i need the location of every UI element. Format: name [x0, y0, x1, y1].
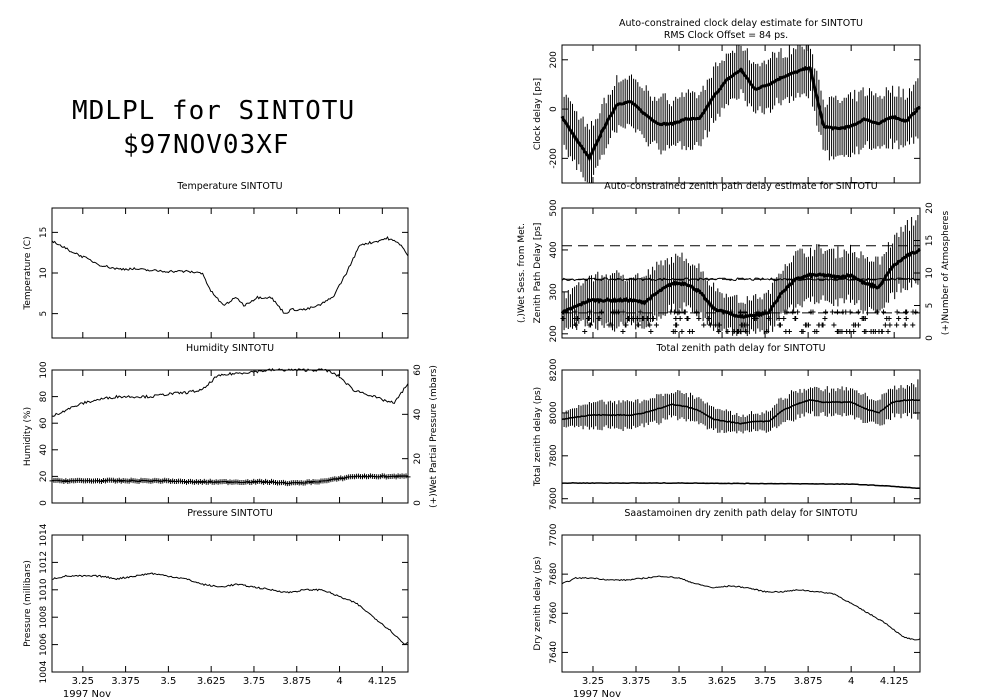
- temp-plot-frame: [51, 207, 409, 339]
- zenith-series-line: [560, 247, 922, 320]
- dry-y-label: Dry zenith delay (ps): [533, 556, 543, 650]
- pressure-y-tick-label: 1010: [39, 578, 49, 601]
- clock-series-line: [560, 65, 921, 162]
- humidity-y-tick-label: 0: [39, 500, 49, 506]
- zenith-y2-tick-label: 15: [925, 235, 935, 246]
- clock-subtitle: RMS Clock Offset = 84 ps.: [664, 30, 788, 41]
- dry-y-tick-label: 7640: [549, 641, 559, 664]
- total-plot-frame: [561, 369, 921, 504]
- humidity-y-tick-label: 60: [39, 417, 49, 429]
- humidity-y2-label: (+)Wet Partial Pressure (mbars): [429, 365, 439, 508]
- total-error-bars: [561, 379, 921, 434]
- pressure-x-tick-label: 3.375: [111, 676, 140, 687]
- dry-x-tick-label: 4.125: [880, 676, 909, 687]
- dry-y-tick-label: 7700: [549, 523, 559, 546]
- dry-x-tick-label: 3.375: [622, 676, 651, 687]
- pressure-y-tick-label: 1004: [39, 660, 49, 683]
- figure-title-line2: $97NOV03XF: [123, 130, 290, 160]
- dry-y-tick-label: 7660: [549, 602, 559, 625]
- zenith-y-tick-label: 500: [549, 199, 559, 216]
- dry-title: Saastamoinen dry zenith path delay for S…: [624, 508, 857, 519]
- humidity-wet-pressure-markers: [49, 473, 411, 487]
- pressure-x-tick-label: 3.5: [160, 676, 176, 687]
- dry-x-tick-label: 4: [848, 676, 854, 687]
- pressure-x-tick-label: 4.125: [368, 676, 397, 687]
- humidity-y-tick-label: 20: [39, 470, 49, 482]
- humidity-y2-tick-label: 40: [413, 408, 423, 420]
- zenith-y2-tick-label: 10: [925, 267, 935, 279]
- total-title: Total zenith path delay for SINTOTU: [655, 343, 825, 354]
- pressure-y-tick-label: 1006: [39, 633, 49, 656]
- total-y-label: Total zenith delay (ps): [533, 387, 543, 487]
- dry-plot-frame: [561, 534, 921, 673]
- clock-y-tick-label: 0: [549, 106, 559, 112]
- humidity-y2-tick-label: 60: [413, 364, 423, 376]
- zenith-y-tick-label: 300: [549, 283, 559, 300]
- total-y-tick-label: 7800: [549, 444, 559, 467]
- humidity-series-line: [51, 367, 409, 417]
- total-y-tick-label: 8200: [549, 358, 559, 381]
- pressure-y-tick-label: 1014: [39, 523, 49, 546]
- pressure-x-tick-label: 3.875: [282, 676, 311, 687]
- pressure-x-tick-label: 3.75: [243, 676, 265, 687]
- pressure-x-tick-label: 3.625: [197, 676, 226, 687]
- temp-y-tick-label: 15: [39, 227, 49, 238]
- total-dry-line: [561, 482, 921, 490]
- zenith-atmosphere-markers: [560, 309, 919, 334]
- temp-title: Temperature SINTOTU: [176, 181, 282, 192]
- humidity-y-label: Humidity (%): [23, 407, 33, 466]
- clock-error-bars: [561, 45, 921, 183]
- zenith-y-tick-label: 400: [549, 241, 559, 258]
- pressure-y-tick-label: 1012: [39, 551, 49, 574]
- humidity-plot-frame: [51, 369, 409, 504]
- dry-x-tick-label: 3.5: [671, 676, 687, 687]
- dry-x-tick-label: 3.875: [794, 676, 823, 687]
- humidity-y2-tick-label: 0: [413, 500, 423, 506]
- humidity-y2-tick-label: 20: [413, 453, 423, 465]
- dry-series-line: [561, 575, 921, 641]
- zenith-y-tick-label: 200: [549, 325, 559, 342]
- temp-y-label: Temperature (C): [23, 236, 33, 310]
- clock-y-label: Clock delay [ps]: [533, 78, 543, 150]
- dry-x-tick-label: 3.75: [754, 676, 776, 687]
- temp-series-line: [51, 235, 409, 314]
- pressure-title: Pressure SINTOTU: [187, 508, 273, 519]
- temp-y-tick-label: 5: [39, 311, 49, 317]
- humidity-title: Humidity SINTOTU: [186, 343, 274, 354]
- dry-date-label: 1997 Nov: [573, 689, 621, 700]
- total-y-tick-label: 8000: [549, 401, 559, 424]
- pressure-plot-frame: [51, 534, 409, 673]
- clock-title: Auto-constrained clock delay estimate fo…: [619, 18, 863, 29]
- pressure-y-tick-label: 1008: [39, 605, 49, 628]
- zenith-y2-tick-label: 5: [925, 303, 935, 309]
- humidity-y-tick-label: 100: [39, 361, 49, 378]
- pressure-series-line: [51, 572, 409, 645]
- total-series-line: [561, 398, 921, 425]
- figure-title-line1: MDLPL for SINTOTU: [72, 96, 356, 126]
- zenith-y2-tick-label: 20: [925, 202, 935, 214]
- pressure-y-label: Pressure (millibars): [23, 560, 33, 647]
- zenith-y-label-2: (,)Wet Sess. from Met.: [517, 223, 527, 323]
- pressure-x-tick-label: 4: [336, 676, 342, 687]
- clock-y-tick-label: -200: [549, 148, 559, 169]
- dry-x-tick-label: 3.625: [708, 676, 737, 687]
- humidity-y-tick-label: 40: [39, 444, 49, 456]
- clock-y-tick-label: 200: [549, 51, 559, 68]
- total-y-tick-label: 7600: [549, 487, 559, 510]
- zenith-y2-label: (+)Number of Atmospheres: [941, 211, 951, 336]
- zenith-title: Auto-constrained zenith path delay estim…: [604, 181, 877, 192]
- pressure-x-tick-label: 3.25: [72, 676, 94, 687]
- zenith-y2-tick-label: 0: [925, 335, 935, 341]
- temp-y-tick-label: 10: [39, 267, 49, 279]
- dry-x-tick-label: 3.25: [582, 676, 604, 687]
- zenith-met-wet-line: [561, 277, 921, 282]
- pressure-date-label: 1997 Nov: [63, 689, 111, 700]
- dry-y-tick-label: 7680: [549, 562, 559, 585]
- humidity-y-tick-label: 80: [39, 391, 49, 403]
- zenith-y-label: Zenith Path Delay [ps]: [533, 223, 543, 324]
